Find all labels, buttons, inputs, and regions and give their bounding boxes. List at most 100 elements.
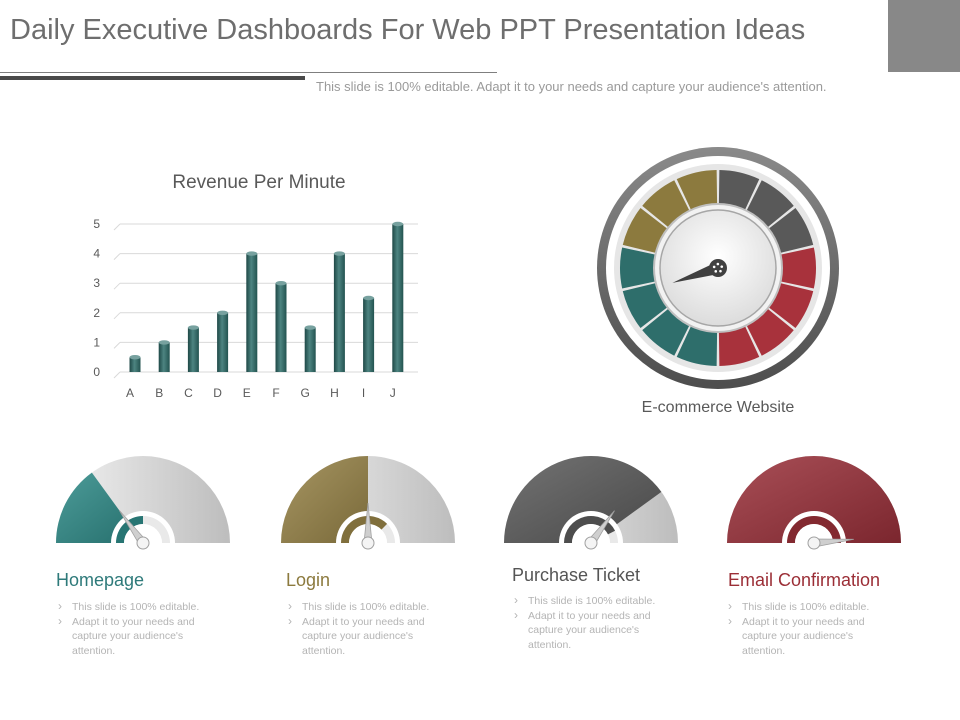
dial-hub-dot (712, 265, 716, 269)
grid-line-depth (113, 282, 121, 290)
bar (392, 224, 404, 372)
x-tick-label: B (155, 386, 163, 400)
dial-segment (620, 247, 658, 289)
gauge-email-confirmation (727, 456, 901, 552)
chart-title: Revenue Per Minute (172, 172, 346, 193)
bar-cap (158, 340, 170, 345)
x-tick-label: G (301, 386, 310, 400)
gauge-needle-hub (807, 536, 821, 550)
gauge-homepage (56, 456, 230, 552)
x-tick-label: J (390, 386, 396, 400)
gauge-needle-hub (361, 536, 375, 550)
gauge-bullets-login: This slide is 100% editable. Adapt it to… (286, 599, 456, 659)
bar-cap (333, 251, 345, 256)
corner-decoration (888, 0, 960, 72)
y-tick-label: 0 (93, 365, 100, 379)
x-tick-label: F (272, 386, 279, 400)
y-tick-label: 4 (93, 247, 100, 261)
gauge-fill-arc (727, 456, 901, 543)
gauge-title-email-confirmation: Email Confirmation (728, 570, 881, 590)
gauge-bullets-homepage: This slide is 100% editable. Adapt it to… (56, 599, 226, 659)
bar-cap (304, 325, 316, 330)
bar (217, 312, 229, 372)
dial-segment (767, 207, 814, 254)
y-tick-label: 2 (93, 306, 100, 320)
gauge-inner-fill (116, 516, 143, 543)
gauge-login (281, 456, 455, 552)
gauge-card-login: Login This slide is 100% editable. Adapt… (275, 452, 475, 657)
gauge-card-homepage: Homepage This slide is 100% editable. Ad… (50, 452, 250, 657)
title-rule-thin (0, 72, 497, 73)
y-tick-label: 3 (93, 276, 100, 290)
title-rule-thick (0, 76, 305, 80)
bar (304, 327, 316, 372)
slide-title: Daily Executive Dashboards For Web PPT P… (10, 14, 806, 46)
gauge-card-email-confirmation: Email Confirmation This slide is 100% ed… (721, 452, 921, 657)
grid-line-depth (113, 312, 121, 320)
x-tick-label: A (126, 386, 134, 400)
dial-needle (672, 262, 720, 283)
x-tick-label: I (362, 386, 365, 400)
bar-cap (392, 221, 404, 227)
dial-hub (709, 259, 727, 277)
dial-segment (622, 207, 669, 254)
bullet-item: This slide is 100% editable. (56, 599, 226, 615)
grid-line-depth (113, 342, 121, 349)
bullet-item: This slide is 100% editable. (286, 599, 456, 615)
bar-cap (246, 251, 258, 256)
grid-line-depth (113, 223, 121, 231)
gauge-fill-arc (504, 456, 662, 543)
bar-cap (129, 355, 141, 360)
dial-segment (676, 170, 718, 212)
bullet-item: This slide is 100% editable. (512, 593, 682, 609)
gauge-title-homepage: Homepage (56, 570, 145, 590)
grid-line-depth (113, 371, 121, 379)
dial-segment (778, 247, 816, 289)
gauge-inner-fill (564, 516, 616, 543)
ecommerce-dial-gauge (597, 147, 839, 389)
bar-cap (275, 281, 287, 286)
dial-hub-dot (716, 262, 720, 266)
x-tick-label: C (184, 386, 193, 400)
x-tick-label: H (330, 386, 339, 400)
bar-cap (187, 325, 199, 330)
gauge-bullets-purchase-ticket: This slide is 100% editable. Adapt it to… (512, 593, 682, 652)
revenue-bar-chart: 0 1 2 3 4 5 A B C D E F G H I J (93, 217, 418, 400)
dial-segment (622, 282, 669, 329)
gauge-needle-hub (136, 536, 150, 550)
slide-subtitle: This slide is 100% editable. Adapt it to… (316, 79, 827, 94)
gauge-title-login: Login (286, 570, 331, 590)
dial-segment (718, 324, 760, 366)
bar (129, 357, 141, 372)
gauge-card-purchase-ticket: Purchase Ticket This slide is 100% edita… (498, 452, 698, 651)
bar (275, 283, 287, 372)
y-tick-label: 1 (93, 335, 100, 349)
dial-segment (718, 170, 760, 212)
bullet-item: Adapt it to your needs and capture your … (56, 614, 226, 659)
bar (333, 253, 345, 372)
bullet-item: Adapt it to your needs and capture your … (726, 614, 896, 659)
dial-hub-dot (714, 270, 718, 273)
dial-segment (676, 324, 718, 366)
dial-segment (767, 282, 814, 329)
dial-label: E-commerce Website (641, 399, 795, 416)
bar (363, 298, 375, 372)
gauge-needle-hub (584, 536, 598, 550)
grid-line-depth (113, 253, 121, 260)
gauge-inner-fill (787, 516, 841, 543)
gauge-title-purchase-ticket: Purchase Ticket (512, 565, 641, 585)
bullet-item: Adapt it to your needs and capture your … (286, 614, 456, 659)
dial-hub-dot (719, 269, 722, 273)
dial-hub-dot (720, 265, 724, 268)
bar-cap (363, 295, 375, 301)
bar (246, 253, 258, 372)
bar-cap (217, 310, 229, 315)
gauge-inner-fill (341, 516, 388, 543)
gauge-bullets-email-confirmation: This slide is 100% editable. Adapt it to… (726, 599, 896, 659)
gauge-purchase-ticket (504, 456, 678, 552)
x-tick-label: E (243, 386, 251, 400)
bar (158, 342, 170, 372)
x-tick-label: D (213, 386, 222, 400)
bullet-item: This slide is 100% editable. (726, 599, 896, 615)
y-tick-label: 5 (93, 217, 100, 231)
